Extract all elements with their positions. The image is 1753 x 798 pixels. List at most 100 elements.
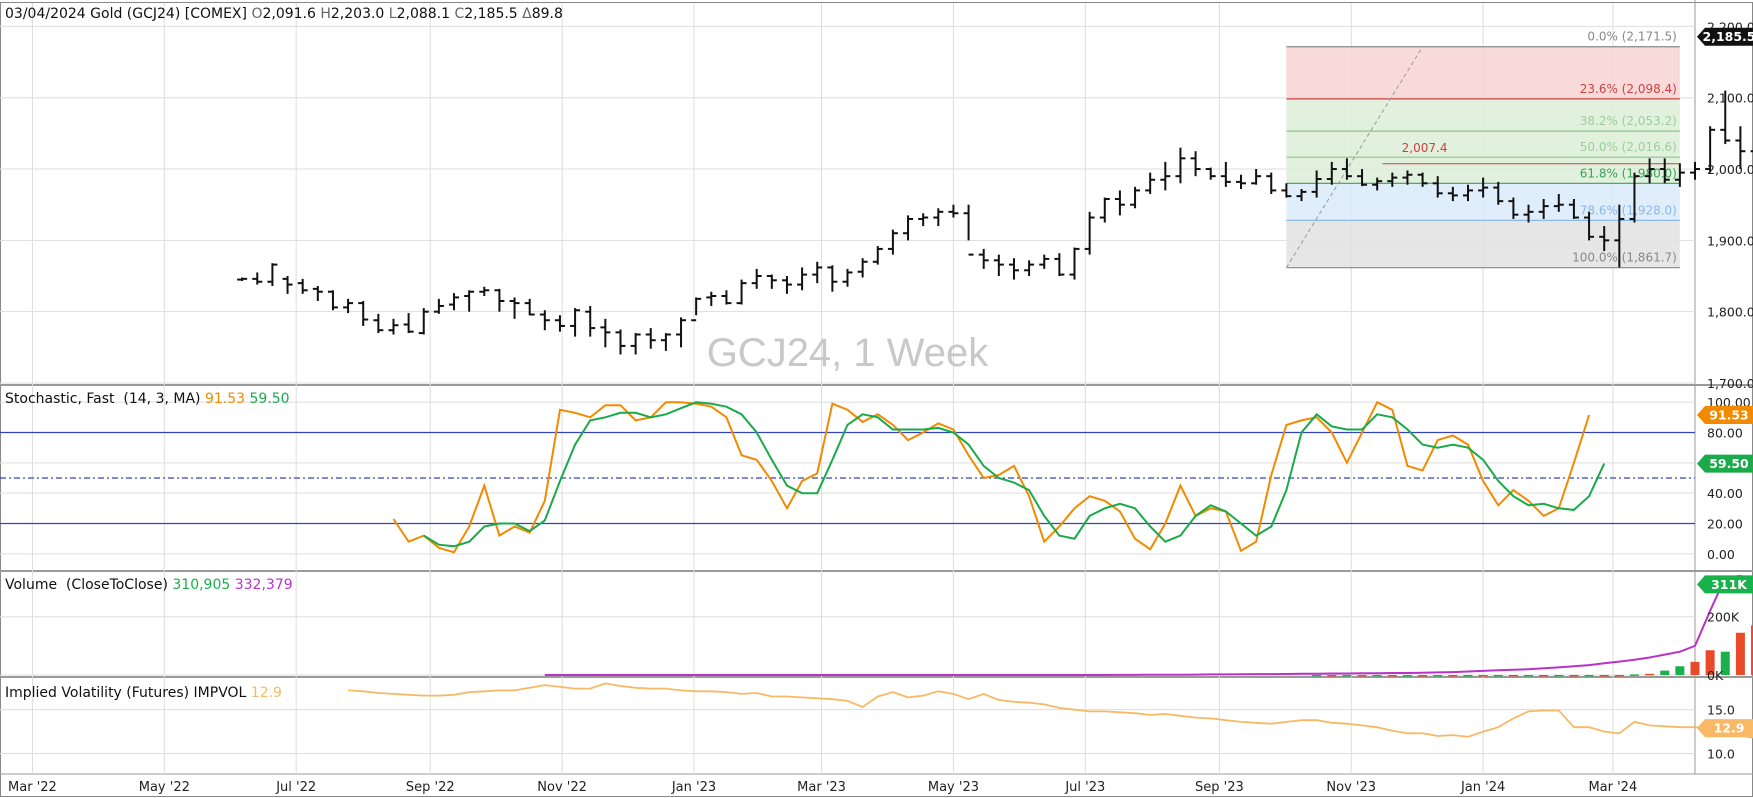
volume-title: Volume (CloseToClose) — [5, 577, 168, 593]
stochastic-k-tag: 91.53 — [1697, 406, 1753, 425]
ohlc-bar — [1644, 158, 1655, 184]
ohlc-bar — [1402, 170, 1413, 185]
impvol-last-tag-text: 12.9 — [1714, 721, 1745, 736]
impvol-line — [348, 682, 1753, 739]
ohlc-bar — [1674, 163, 1685, 187]
volume-bar — [1372, 675, 1382, 677]
volume-bar — [1645, 673, 1655, 676]
ohlc-bar — [903, 215, 914, 241]
volume-bar — [1327, 675, 1337, 677]
volume-bar — [1402, 675, 1412, 677]
impvol-last-tag-box — [1697, 719, 1753, 738]
x-tick-label: Jan '24 — [1460, 780, 1505, 795]
volume-bar — [1690, 661, 1700, 675]
ohlc-bar — [736, 279, 747, 305]
volume-bar — [1705, 650, 1715, 675]
ohlc-bar — [766, 274, 777, 289]
volume-header: Volume (CloseToClose) 310,905 332,379 — [5, 577, 293, 593]
volume-last-tag-box — [1697, 575, 1753, 594]
volume-bar — [1433, 675, 1443, 677]
ohlc-bar — [1599, 226, 1610, 252]
volume-last-tag: 311K — [1697, 575, 1753, 594]
ohlc-bar — [872, 246, 883, 265]
ohlc-bar — [358, 300, 369, 326]
price-bars — [237, 90, 1753, 355]
volume-bar — [1751, 625, 1753, 675]
ohlc-bar — [1145, 172, 1156, 194]
ohlc-bar — [1296, 189, 1307, 202]
volume-bar — [1357, 675, 1367, 677]
volume-bar — [1312, 675, 1322, 677]
change-key: Δ — [522, 6, 532, 22]
volume-bar — [1524, 675, 1534, 677]
ohlc-bar — [1538, 198, 1549, 219]
y-tick-label: 1,800.0 — [1707, 305, 1753, 320]
x-tick-label: Jul '22 — [275, 780, 316, 795]
open-value: 2,091.6 — [262, 6, 316, 22]
ohlc-bar — [842, 268, 853, 287]
y-tick-label: 20.00 — [1707, 517, 1743, 532]
ohlc-bar — [418, 308, 429, 335]
ohlc-bar — [494, 288, 505, 312]
impvol-value: 12.9 — [250, 685, 282, 701]
ohlc-bar — [1462, 184, 1473, 202]
fib-band — [1286, 220, 1680, 268]
ohlc-bar — [343, 298, 354, 314]
volume-bar — [1675, 666, 1685, 675]
y-tick-label: 1,900.0 — [1707, 233, 1753, 248]
stochastic-d-tag: 59.50 — [1697, 454, 1753, 473]
impvol-last-tag: 12.9 — [1697, 719, 1753, 738]
ohlc-bar — [237, 277, 248, 282]
last-price-tag-text: 2,185.5 — [1703, 29, 1753, 44]
ohlc-bar — [1235, 174, 1246, 190]
ohlc-bar — [1341, 158, 1352, 180]
close-value: 2,185.5 — [464, 6, 518, 22]
watermark: GCJ24, 1 Week — [706, 331, 989, 375]
stochastic-header: Stochastic, Fast (14, 3, MA) 91.53 59.50 — [5, 391, 290, 407]
last-price-tag: 2,185.5 — [1697, 27, 1753, 46]
ohlc-bar — [1417, 172, 1428, 187]
ohlc-bar — [918, 213, 929, 227]
fib-trend-line — [1285, 46, 1424, 268]
ohlc-bar — [327, 290, 338, 311]
fib-level-label: 38.2% (2,053.2) — [1580, 114, 1677, 128]
ohlc-bar — [267, 263, 278, 287]
ohlc-bar — [373, 313, 384, 334]
volume-value: 310,905 — [172, 577, 231, 593]
y-tick-label: 0.00 — [1707, 547, 1735, 562]
ohlc-bar — [479, 286, 490, 296]
ohlc-bar — [1175, 147, 1186, 184]
fibonacci-retracement: 0.0% (2,171.5) 23.6% (2,098.4) 38.2% (2,05… — [1285, 30, 1680, 269]
last-price-tag-box — [1697, 27, 1753, 46]
ohlc-bar — [676, 317, 687, 348]
ohlc-bar — [585, 305, 596, 337]
ohlc-bar — [827, 265, 838, 292]
y-tick-label: 40.00 — [1707, 486, 1743, 501]
ohlc-bar — [978, 248, 989, 269]
stochastic-k-value: 91.53 — [204, 391, 246, 407]
stochastic-title: Stochastic, Fast (14, 3, MA) — [5, 391, 201, 407]
header-date: 03/04/2024 — [5, 6, 86, 22]
ohlc-bar — [1084, 211, 1095, 255]
low-key: L — [388, 6, 397, 22]
fib-level-label: 0.0% (2,171.5) — [1587, 30, 1676, 44]
ohlc-bar — [1205, 167, 1216, 180]
fib-level-label: 23.6% (2,098.4) — [1580, 82, 1677, 96]
ohlc-bar — [660, 333, 671, 351]
ohlc-bar — [1553, 194, 1564, 212]
ohlc-bar — [963, 204, 974, 256]
ohlc-bar — [1750, 150, 1753, 153]
implied-volatility-panel — [348, 682, 1753, 739]
y-tick-label: 15.0 — [1707, 703, 1735, 718]
stochastic-d-tag-box — [1697, 454, 1753, 473]
ohlc-bar — [691, 297, 702, 322]
ohlc-bar — [1432, 176, 1443, 198]
x-tick-label: Mar '24 — [1588, 780, 1637, 795]
y-tick-label: 1,700.0 — [1707, 376, 1753, 391]
high-value: 2,203.0 — [330, 6, 385, 22]
volume-bar — [1554, 675, 1564, 677]
volume-bar — [1448, 675, 1458, 677]
ohlc-bar — [615, 329, 626, 355]
volume-average-line — [544, 574, 1753, 676]
x-tick-label: May '22 — [139, 780, 190, 795]
